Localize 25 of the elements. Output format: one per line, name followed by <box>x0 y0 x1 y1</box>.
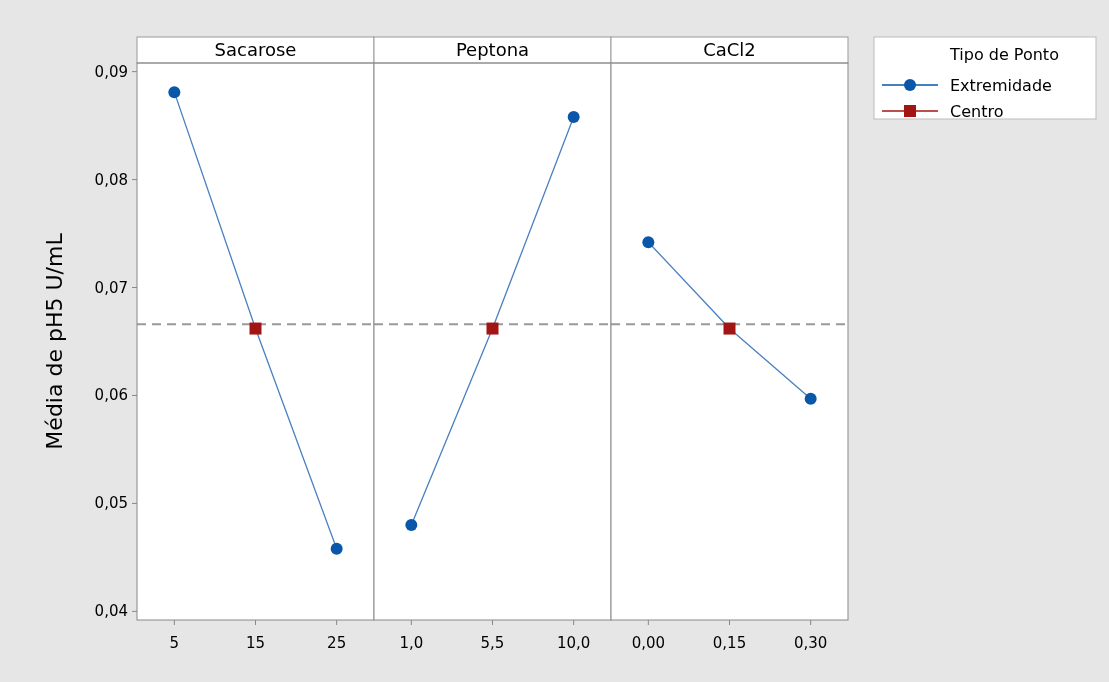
x-tick-label: 0,30 <box>793 634 828 652</box>
x-tick-label: 0,00 <box>631 634 666 652</box>
x-tick-label: 5,5 <box>480 634 505 652</box>
point <box>168 86 181 99</box>
y-tick-label: 0,06 <box>94 386 128 405</box>
y-tick-label: 0,05 <box>94 494 128 513</box>
y-tick-label: 0,07 <box>94 278 128 297</box>
x-tick-label: 1,0 <box>399 634 424 652</box>
y-tick-label: 0,09 <box>94 62 128 81</box>
legend-title: Tipo de Ponto <box>949 45 1059 64</box>
chart-title: CaCl2 <box>703 39 756 60</box>
legend-label: Centro <box>950 102 1004 121</box>
x-tick-label: 5 <box>169 634 180 652</box>
y-tick-label: 0,04 <box>94 602 128 621</box>
chart-title: Peptona <box>455 39 530 60</box>
chart-title: Sacarose <box>214 39 297 60</box>
legend-label: Extremidade <box>950 76 1052 95</box>
x-tick-label: 25 <box>327 634 347 652</box>
x-tick-label: 0,15 <box>712 634 747 652</box>
x-tick-label: 15 <box>245 634 266 652</box>
point <box>330 542 343 555</box>
x-tick-label: 10,0 <box>556 634 591 652</box>
y-axis-title: Média de pH5 U/mL <box>42 232 67 450</box>
y-tick-label: 0,08 <box>94 170 128 189</box>
point <box>249 322 262 335</box>
